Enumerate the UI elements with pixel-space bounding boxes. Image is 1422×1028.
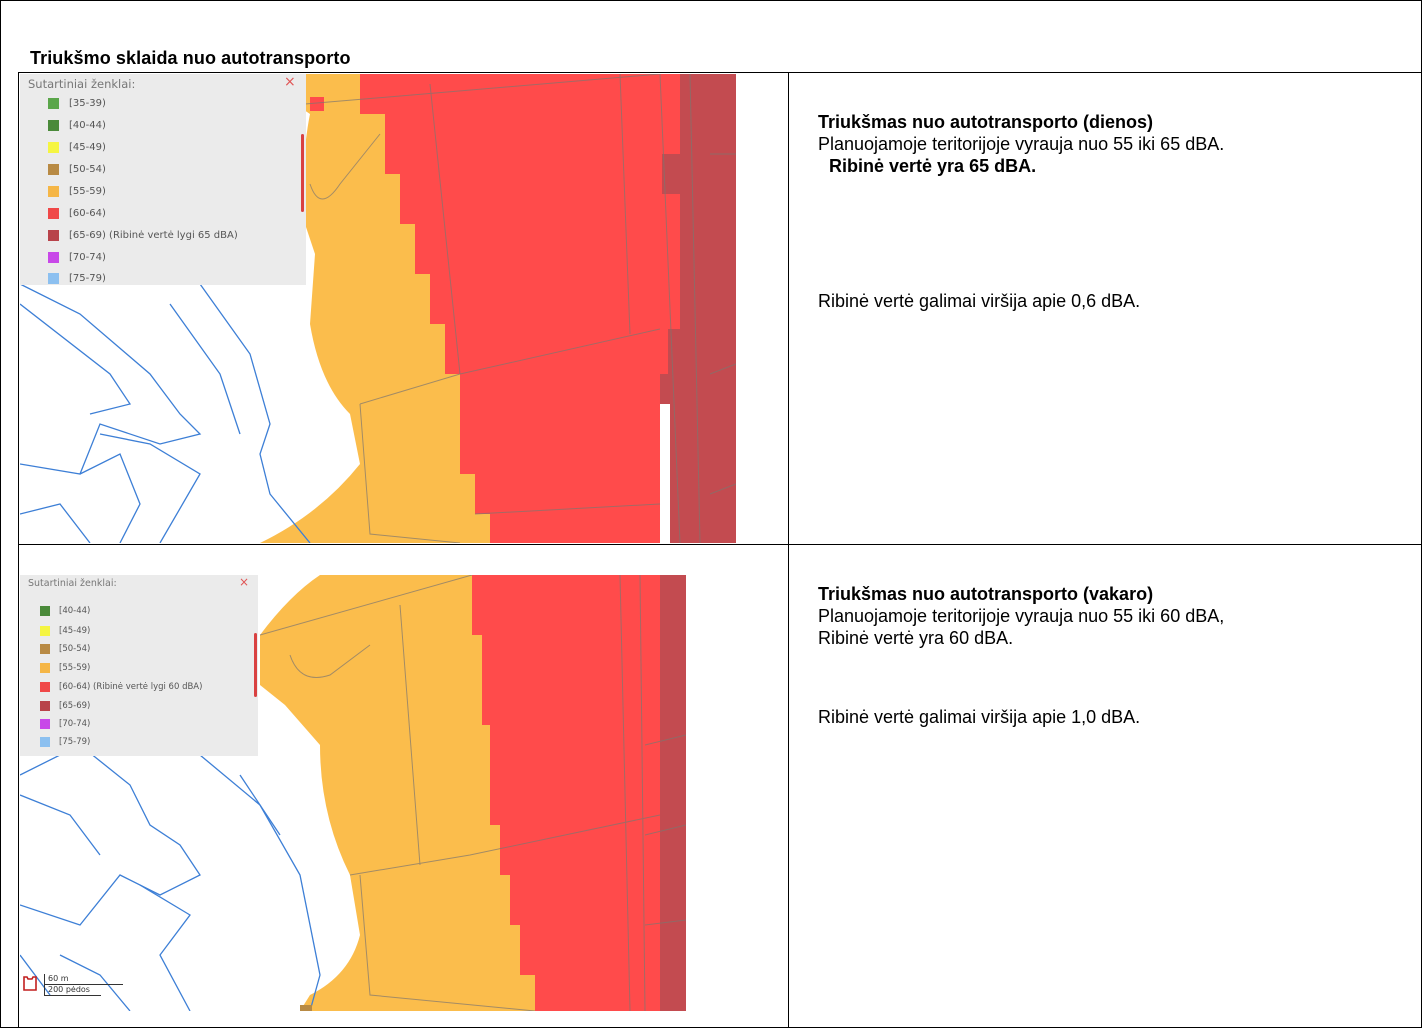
evening-heading: Triukšmas nuo autotransporto (vakaro)	[818, 584, 1154, 604]
parcel-outlines	[20, 744, 321, 1011]
legend-label: [50-54)	[59, 643, 91, 654]
day-heading: Triukšmas nuo autotransporto (dienos)	[818, 112, 1154, 132]
legend-scrollbar[interactable]	[254, 633, 257, 697]
legend-swatch	[48, 119, 59, 131]
day-description: Triukšmas nuo autotransporto (dienos) Pl…	[818, 111, 1224, 177]
legend-item: [65-69) (Ribinė vertė lygi 65 dBA)	[48, 228, 238, 242]
legend-label: [50-54)	[69, 163, 106, 175]
cadastre-lines	[259, 575, 686, 1011]
day-exceedance: Ribinė vertė galimai viršija apie 0,6 dB…	[818, 291, 1141, 311]
legend-label: [75-79)	[69, 272, 106, 284]
legend-swatch	[40, 625, 50, 636]
zone-cell	[310, 97, 324, 111]
table-rule-center	[788, 72, 789, 1027]
evening-description: Triukšmas nuo autotransporto (vakaro) Pl…	[818, 583, 1224, 649]
legend-item: [45-49)	[48, 140, 106, 154]
day-map-canvas	[20, 74, 736, 543]
evening-exceedance: Ribinė vertė galimai viršija apie 1,0 dB…	[818, 707, 1141, 727]
legend-swatch	[48, 272, 59, 284]
legend-item: [50-54)	[48, 162, 106, 176]
zone-55-59	[260, 575, 535, 1011]
legend-swatch	[40, 605, 50, 616]
parcel-outlines	[20, 283, 311, 543]
scale-feet: 200 pėdos	[44, 985, 101, 996]
legend-swatch	[48, 185, 59, 197]
legend-swatch	[40, 718, 50, 729]
evening-noise-map[interactable]: Sutartiniai ženklai: × [40-44) [45-49) […	[20, 575, 686, 1011]
legend-item: [75-79)	[40, 735, 90, 748]
legend-label: [40-44)	[69, 119, 106, 131]
legend-label: [70-74)	[69, 251, 106, 263]
legend-swatch	[40, 662, 50, 673]
table-rule-top	[18, 72, 1421, 73]
legend-label: [55-59)	[59, 662, 91, 673]
legend-swatch	[48, 141, 59, 153]
legend-item: [70-74)	[48, 250, 106, 264]
legend-label: [70-74)	[59, 718, 91, 729]
legend-header: Sutartiniai ženklai:	[28, 77, 136, 91]
legend-label: [75-79)	[59, 736, 91, 747]
page-title: Triukšmo sklaida nuo autotransporto	[30, 48, 351, 68]
day-limit: Ribinė vertė yra 65 dBA.	[829, 156, 1037, 176]
table-rule-middle	[18, 544, 1421, 545]
legend-swatch	[40, 643, 50, 654]
evening-map-canvas	[20, 575, 686, 1011]
zone-cell	[300, 1005, 312, 1011]
legend-item: [50-54)	[40, 642, 90, 655]
legend-item: [40-44)	[48, 118, 106, 132]
legend-swatch	[48, 229, 59, 241]
scale-meters: 60 m	[44, 974, 123, 985]
zone-65-69	[660, 74, 736, 543]
close-icon[interactable]: ×	[284, 74, 296, 90]
legend-label: [55-59)	[69, 185, 106, 197]
legend-item: [35-39)	[48, 96, 106, 110]
evening-line1: Planuojamoje teritorijoje vyrauja nuo 55…	[818, 606, 1225, 626]
legend-item: [65-69)	[40, 699, 90, 712]
legend-label: [45-49)	[69, 141, 106, 153]
close-icon[interactable]: ×	[239, 575, 250, 589]
evening-legend-panel: Sutartiniai ženklai: × [40-44) [45-49) […	[20, 575, 258, 756]
legend-label: [35-39)	[69, 97, 106, 109]
day-legend-panel: Sutartiniai ženklai: × [35-39) [40-44) […	[20, 74, 306, 285]
evening-limit: Ribinė vertė yra 60 dBA.	[818, 628, 1014, 648]
legend-swatch	[48, 207, 59, 219]
table-rule-left	[18, 72, 19, 1027]
zone-60-64	[472, 575, 660, 1011]
legend-label: [40-44)	[59, 605, 91, 616]
zone-55-59	[250, 74, 490, 543]
legend-header: Sutartiniai ženklai:	[28, 578, 117, 589]
legend-item: [60-64) (Ribinė vertė lygi 60 dBA)	[40, 680, 202, 693]
day-line1: Planuojamoje teritorijoje vyrauja nuo 55…	[818, 134, 1225, 154]
legend-swatch	[40, 700, 50, 711]
legend-item: [40-44)	[40, 604, 90, 617]
legend-swatch	[48, 97, 59, 109]
legend-label: [60-64)	[69, 207, 106, 219]
legend-label: [65-69) (Ribinė vertė lygi 65 dBA)	[69, 229, 238, 241]
legend-item: [45-49)	[40, 624, 90, 637]
legend-swatch	[48, 251, 59, 263]
legend-scrollbar[interactable]	[301, 134, 304, 212]
legend-item: [55-59)	[40, 661, 90, 674]
compass-icon[interactable]	[22, 975, 38, 991]
legend-item: [55-59)	[48, 184, 106, 198]
cadastre-lines	[304, 74, 736, 543]
day-noise-map[interactable]: Sutartiniai ženklai: × [35-39) [40-44) […	[20, 74, 736, 543]
legend-swatch	[40, 681, 50, 692]
legend-label: [60-64) (Ribinė vertė lygi 60 dBA)	[59, 681, 203, 692]
legend-item: [70-74)	[40, 717, 90, 730]
zone-60-64	[360, 74, 680, 543]
legend-item: [60-64)	[48, 206, 106, 220]
zone-65-69	[660, 575, 686, 1011]
legend-label: [45-49)	[59, 625, 91, 636]
scale-bar: 60 m 200 pėdos	[44, 974, 123, 996]
legend-item: [75-79)	[48, 271, 106, 285]
legend-swatch	[48, 163, 59, 175]
legend-swatch	[40, 736, 50, 747]
legend-label: [65-69)	[59, 700, 91, 711]
